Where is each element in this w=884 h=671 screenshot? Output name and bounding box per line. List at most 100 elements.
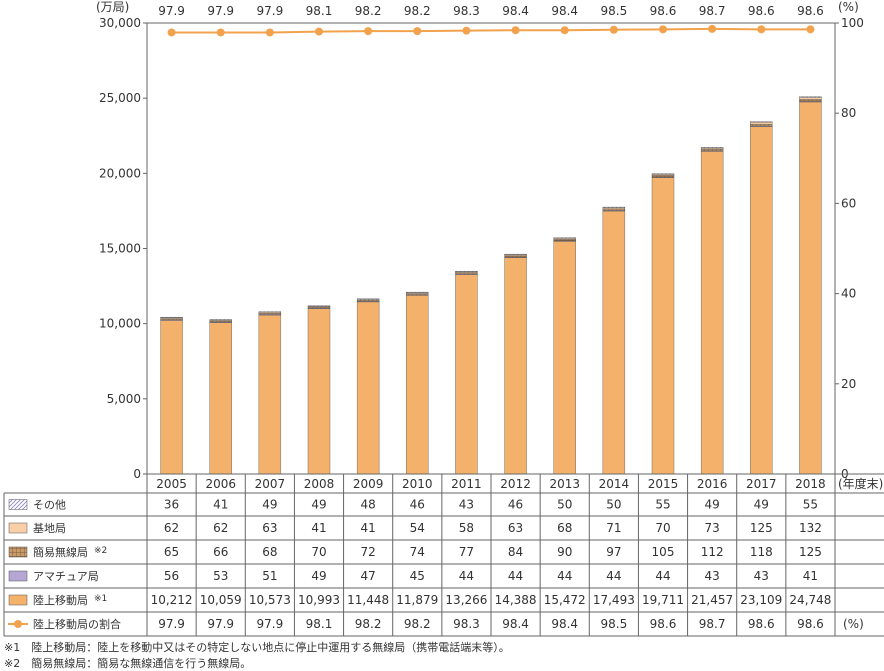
year-label: 2015 [648, 477, 679, 491]
cell-value: 15,472 [544, 593, 586, 607]
cell-value: 41 [213, 498, 228, 512]
ratio-line [171, 27, 811, 34]
bar-segment [160, 316, 183, 318]
cell-value: 62 [164, 521, 179, 535]
cell-value: 58 [459, 521, 474, 535]
cell-value: 24,748 [789, 593, 831, 607]
bar-segment [258, 314, 282, 475]
cell-value: 21,457 [691, 593, 733, 607]
cell-value: 55 [803, 498, 818, 512]
cell-value: 98.4 [502, 617, 529, 631]
cell-value: 73 [705, 521, 720, 535]
cell-value: 14,388 [495, 593, 537, 607]
cell-value: 43 [705, 569, 720, 583]
cell-value: 98.1 [306, 617, 333, 631]
legend-swatch [8, 499, 28, 510]
cell-value: 41 [803, 569, 818, 583]
bar-segment [602, 206, 626, 209]
ratio-top-label: 98.5 [600, 4, 627, 18]
ratio-point [609, 25, 618, 34]
cell-value: 10,212 [151, 593, 193, 607]
year-label: 2005 [156, 477, 187, 491]
right-tick-label: 20 [841, 377, 856, 391]
cell-value: 97.9 [256, 617, 283, 631]
row-label: アマチュア局 [33, 570, 99, 583]
cell-value: 49 [311, 569, 326, 583]
cell-value: 98.4 [551, 617, 578, 631]
cell-value: 97.9 [158, 617, 185, 631]
right-tick-label: 100 [841, 16, 864, 30]
cell-value: 105 [652, 545, 675, 559]
cell-value: 65 [164, 545, 179, 559]
ratio-top-label: 97.9 [158, 4, 185, 18]
ratio-point [167, 28, 176, 37]
ratio-point [413, 27, 422, 36]
cell-value: 45 [410, 569, 425, 583]
data-table: 2005 2006 2007 2008 2009 2010 2011 2012 2013 2014… [3, 473, 884, 637]
cell-value: 41 [361, 521, 376, 535]
left-axis-unit: (万局) [96, 0, 129, 14]
row-label: 陸上移動局 [33, 593, 88, 607]
bar-segment [750, 123, 773, 127]
row-note: ※1 [94, 594, 107, 604]
ratio-point [315, 27, 323, 36]
row-label: 陸上移動局の割合 [33, 617, 121, 631]
row-unit: (%) [843, 617, 864, 631]
cell-value: 63 [508, 521, 523, 535]
legend-swatch [8, 546, 28, 558]
ratio-point [757, 25, 766, 34]
left-tick-label: 15,000 [99, 242, 141, 256]
bar-segment [307, 308, 331, 475]
right-axis-unit: (%) [838, 0, 859, 14]
chart-axes: 05,00010,00015,00020,00025,00030,0000204… [96, 0, 883, 491]
bar-segment [602, 210, 626, 475]
cell-value: 23,109 [740, 593, 782, 607]
cell-value: 44 [459, 569, 474, 583]
left-tick-label: 20,000 [99, 166, 141, 180]
cell-value: 10,993 [298, 593, 340, 607]
left-tick-label: 25,000 [99, 91, 141, 105]
cell-value: 90 [557, 545, 572, 559]
bar-segment [700, 151, 724, 475]
cell-value: 66 [213, 545, 228, 559]
cell-value: 72 [361, 545, 376, 559]
ratio-top-label: 98.2 [404, 4, 431, 18]
left-tick-label: 10,000 [99, 317, 141, 331]
cell-value: 97.9 [207, 617, 234, 631]
cell-value: 98.3 [453, 617, 480, 631]
bar-segment [258, 311, 282, 313]
bar-segment [750, 121, 773, 123]
left-tick-label: 0 [133, 467, 141, 481]
x-axis-unit: (年度末) [838, 476, 883, 491]
ratio-point [364, 27, 373, 36]
footnote-line: ※2 簡易無線局：簡易な無線通信を行う無線局。 [4, 656, 251, 670]
bar-segment [209, 319, 232, 321]
bar-segment [504, 253, 527, 256]
cell-value: 44 [557, 569, 572, 583]
cell-value: 13,266 [445, 593, 487, 607]
year-label: 2013 [549, 477, 580, 491]
bar-segment [504, 257, 527, 475]
cell-value: 98.6 [650, 617, 677, 631]
cell-value: 71 [606, 521, 621, 535]
ratio-top-label: 98.2 [355, 4, 382, 18]
cell-value: 98.6 [797, 617, 824, 631]
bar-segment [356, 298, 380, 300]
stacked-bars [160, 96, 822, 475]
ratio-point [708, 24, 717, 33]
row-label: その他 [33, 499, 66, 512]
cell-value: 51 [262, 569, 277, 583]
cell-value: 132 [799, 521, 822, 535]
bar-segment [799, 97, 822, 100]
ratio-point [265, 28, 274, 37]
cell-value: 46 [410, 498, 425, 512]
cell-value: 56 [164, 569, 179, 583]
bar-segment [455, 271, 478, 273]
cell-value: 48 [361, 498, 376, 512]
year-label: 2014 [599, 477, 630, 491]
cell-value: 68 [262, 545, 277, 559]
cell-value: 49 [754, 498, 769, 512]
cell-value: 125 [799, 545, 822, 559]
legend-swatch [8, 594, 28, 606]
